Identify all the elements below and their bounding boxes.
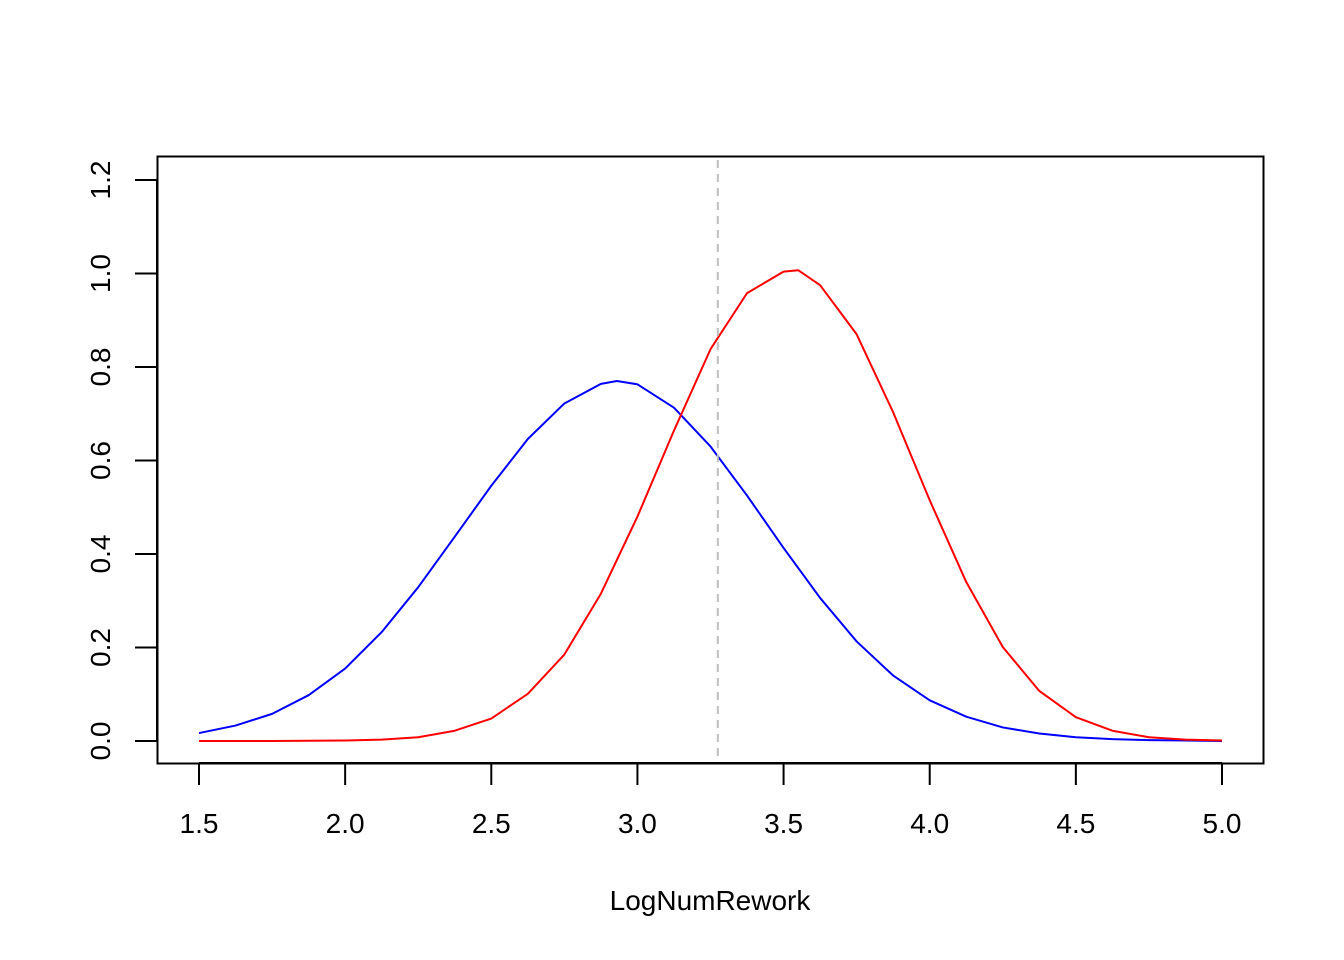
x-axis: 1.5 2.0 2.5 3.0 3.5 4.0 4.5 5.0 xyxy=(180,762,1242,839)
y-tick-label: 0.4 xyxy=(85,535,116,574)
series-layer xyxy=(198,269,1223,742)
x-tick-label: 1.5 xyxy=(180,808,219,839)
blue-density-line xyxy=(198,380,1223,742)
x-tick-label: 3.0 xyxy=(618,808,657,839)
x-tick-label: 2.0 xyxy=(326,808,365,839)
y-tick-label: 0.0 xyxy=(85,722,116,761)
y-tick-label: 1.2 xyxy=(85,161,116,200)
x-tick-label: 5.0 xyxy=(1203,808,1242,839)
x-tick-label: 4.0 xyxy=(910,808,949,839)
y-tick-label: 0.8 xyxy=(85,348,116,387)
x-tick-label: 2.5 xyxy=(472,808,511,839)
red-density-line xyxy=(199,269,1223,742)
y-tick-label: 1.0 xyxy=(85,254,116,293)
y-axis: 0.0 0.2 0.4 0.6 0.8 1.0 1.2 xyxy=(85,161,158,761)
y-tick-label: 0.6 xyxy=(85,441,116,480)
x-axis-title: LogNumRework xyxy=(610,885,812,916)
x-tick-label: 4.5 xyxy=(1056,808,1095,839)
y-tick-label: 0.2 xyxy=(85,628,116,667)
x-tick-label: 3.5 xyxy=(764,808,803,839)
